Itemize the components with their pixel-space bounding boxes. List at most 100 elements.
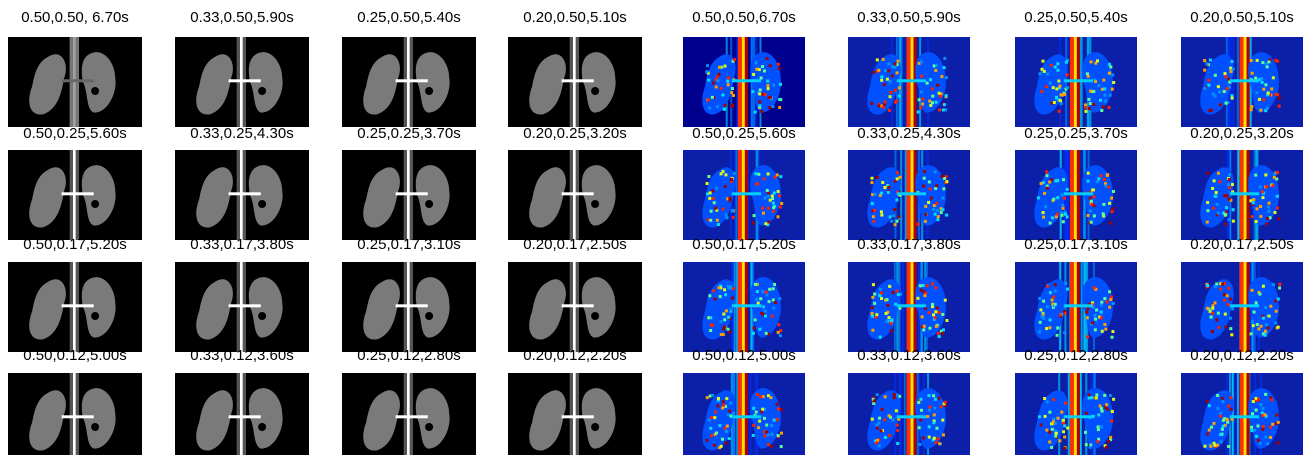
speckle: [767, 300, 770, 303]
speckle: [1046, 285, 1049, 288]
speckle: [1091, 188, 1094, 191]
speckle: [1273, 176, 1276, 179]
speckle: [754, 172, 757, 175]
speckle: [711, 324, 714, 327]
speckle: [722, 93, 725, 96]
speckle: [871, 306, 874, 309]
cell-title: 0.25,0.12,2.80s: [1024, 347, 1127, 364]
speckle: [1261, 81, 1264, 84]
speckle: [936, 218, 939, 221]
speckle: [752, 434, 755, 437]
speckle: [1038, 415, 1041, 418]
speckle: [1272, 283, 1275, 286]
speckle: [1223, 90, 1226, 93]
speckle: [883, 418, 886, 421]
speckle: [710, 210, 713, 213]
speckle: [1203, 69, 1206, 72]
speckle: [1277, 326, 1280, 329]
stripe: [407, 373, 410, 455]
speckle: [1064, 282, 1067, 285]
cell-title: 0.33,0.12,3.60s: [190, 347, 293, 364]
speckle: [877, 69, 880, 72]
speckle: [1211, 312, 1214, 315]
speckle: [1206, 201, 1209, 204]
bar: [1230, 304, 1259, 307]
speckle: [1040, 182, 1043, 185]
speckle: [880, 79, 883, 82]
speckle: [1045, 429, 1048, 432]
speckle: [1227, 183, 1230, 186]
speckle: [1054, 435, 1057, 438]
speckle: [721, 407, 724, 410]
speckle: [1091, 396, 1094, 399]
cell-title: 0.50,0.17,5.20s: [692, 236, 795, 253]
speckle: [1106, 173, 1109, 176]
bar: [229, 79, 261, 82]
speckle: [1227, 445, 1230, 448]
speckle: [1277, 217, 1280, 220]
speckle: [766, 84, 769, 87]
speckle: [922, 328, 925, 331]
speckle: [769, 396, 772, 399]
speckle: [872, 402, 875, 405]
speckle: [1045, 174, 1048, 177]
stripe: [911, 373, 914, 455]
bar: [229, 192, 261, 195]
speckle: [880, 192, 883, 195]
speckle: [1110, 295, 1113, 298]
speckle: [871, 418, 874, 421]
speckle: [1267, 91, 1270, 94]
speckle: [1217, 312, 1220, 315]
speckle: [1272, 76, 1275, 79]
bar: [1064, 79, 1093, 82]
speckle: [718, 73, 721, 76]
speckle: [764, 310, 767, 313]
image: [175, 37, 309, 127]
speckle: [1254, 174, 1257, 177]
speckle: [1224, 75, 1227, 78]
speckle: [763, 197, 766, 200]
speckle: [753, 327, 756, 330]
speckle: [1224, 313, 1227, 316]
image: [175, 262, 309, 352]
bar: [396, 79, 428, 82]
speckle: [1110, 420, 1113, 423]
speckle: [1062, 419, 1065, 422]
speckle: [716, 105, 719, 108]
speckle: [1257, 327, 1260, 330]
speckle: [1231, 307, 1234, 310]
speckle: [1213, 179, 1216, 182]
speckle: [1043, 70, 1046, 73]
speckle: [751, 90, 754, 93]
speckle: [936, 306, 939, 309]
speckle: [1271, 184, 1274, 187]
bar: [396, 415, 428, 418]
speckle: [1049, 291, 1052, 294]
speckle: [717, 397, 720, 400]
bar: [229, 415, 261, 418]
speckle: [1042, 300, 1045, 303]
speckle: [1087, 180, 1090, 183]
speckle: [732, 287, 735, 290]
speckle: [1051, 216, 1054, 219]
cell-title: 0.20,0.50,5.10s: [1190, 9, 1293, 26]
speckle: [1274, 59, 1277, 62]
speckle: [756, 290, 759, 293]
image: [508, 262, 642, 352]
speckle: [1276, 171, 1279, 174]
speckle: [945, 94, 948, 97]
speckle: [716, 404, 719, 407]
speckle: [872, 283, 875, 286]
bar: [1064, 415, 1093, 418]
speckle: [1090, 203, 1093, 206]
speckle: [1231, 97, 1234, 100]
cell-title: 0.25,0.50,5.40s: [1024, 9, 1127, 26]
speckle: [1102, 212, 1105, 215]
speckle: [1109, 65, 1112, 68]
speckle: [941, 419, 944, 422]
speckle: [898, 216, 901, 219]
speckle: [940, 405, 943, 408]
speckle: [1060, 411, 1063, 414]
speckle: [1211, 93, 1214, 96]
speckle: [754, 283, 757, 286]
